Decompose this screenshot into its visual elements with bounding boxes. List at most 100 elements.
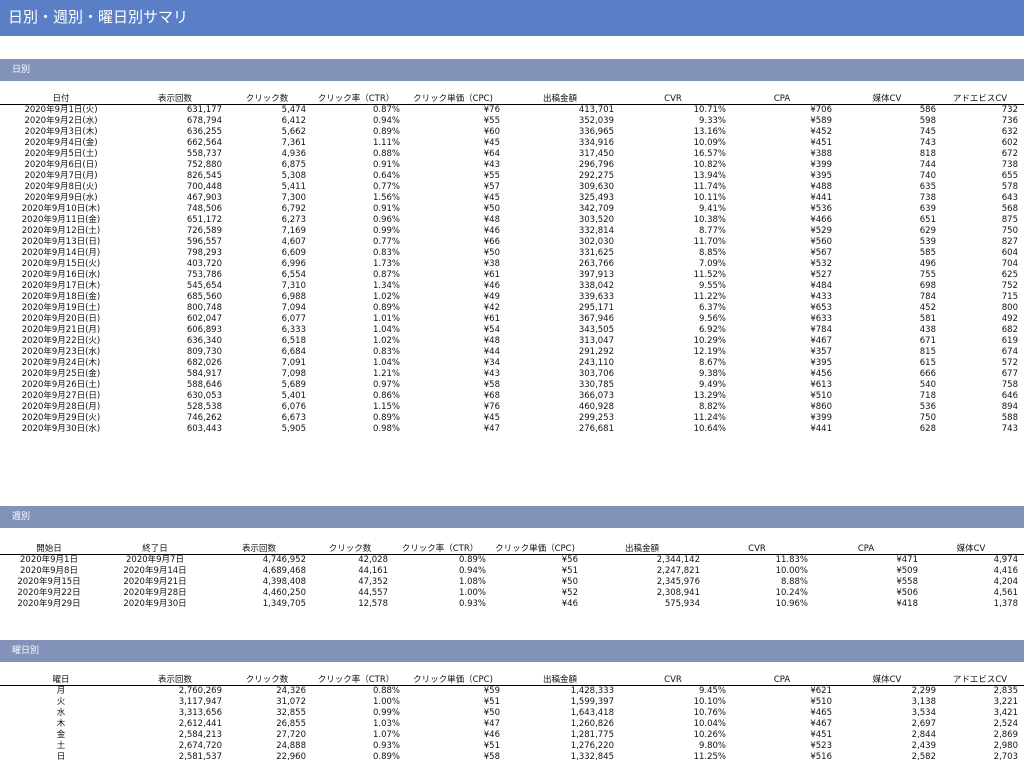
section-header-weekday: 曜日別 <box>0 640 1024 662</box>
table-cell: 585 <box>919 248 936 259</box>
table-cell: 9.45% <box>698 686 726 697</box>
table-cell: 7.09% <box>698 259 726 270</box>
table-cell: 2,612,441 <box>178 719 222 730</box>
daily-col-header: アドエビスCV <box>942 93 1024 105</box>
table-cell: 752,880 <box>186 160 222 171</box>
table-cell: 276,681 <box>578 424 614 435</box>
table-cell: ¥50 <box>561 577 578 588</box>
weekly-col-header: クリック数 <box>312 543 394 555</box>
table-cell: ¥57 <box>483 182 500 193</box>
table-cell: ¥467 <box>810 336 832 347</box>
table-cell: 2020年9月18日(金) <box>21 292 101 303</box>
table-cell: 1.56% <box>372 193 400 204</box>
table-cell: 24,888 <box>276 741 306 752</box>
table-cell: 584,917 <box>186 369 222 380</box>
table-row: 2020年9月30日(水) 603,443 5,905 0.98% ¥47 276,681… <box>0 424 1024 435</box>
table-cell: ¥61 <box>483 270 500 281</box>
table-cell: 332,814 <box>578 226 614 237</box>
table-cell: 800 <box>1001 303 1018 314</box>
table-cell: 2,524 <box>993 719 1018 730</box>
table-cell: 11.24% <box>693 413 726 424</box>
table-cell: 827 <box>1001 237 1018 248</box>
table-cell: 738 <box>1001 160 1018 171</box>
daily-col-header: 表示回数 <box>128 93 228 105</box>
table-cell: 6,076 <box>281 402 306 413</box>
table-cell: 2020年9月28日(月) <box>21 402 101 413</box>
table-cell: 352,039 <box>578 116 614 127</box>
table-cell: 1.15% <box>372 402 400 413</box>
table-cell: 1.03% <box>372 719 400 730</box>
table-cell: 2020年9月29日 <box>17 599 81 610</box>
table-cell: 1.00% <box>372 697 400 708</box>
table-cell: ¥465 <box>810 708 832 719</box>
table-cell: 743 <box>1001 424 1018 435</box>
daily-col-header: クリック数 <box>228 93 312 105</box>
weekly-col-header: 出稿金額 <box>584 543 706 555</box>
table-cell: 718 <box>919 391 936 402</box>
table-row: 2020年9月17日(木) 545,654 7,310 1.34% ¥46 338,042… <box>0 281 1024 292</box>
table-cell: ¥47 <box>483 424 500 435</box>
table-cell: ¥46 <box>483 281 500 292</box>
table-cell: 753,786 <box>186 270 222 281</box>
table-cell: 336,965 <box>578 127 614 138</box>
table-cell: ¥506 <box>896 588 918 599</box>
table-cell: 0.88% <box>372 149 400 160</box>
table-cell: 2020年9月14日 <box>123 566 187 577</box>
table-cell: 12,578 <box>358 599 388 610</box>
table-cell: 2,760,269 <box>178 686 222 697</box>
table-row: 日 2,581,537 22,960 0.89% ¥58 1,332,845 11.25% ¥… <box>0 752 1024 763</box>
table-cell: ¥54 <box>483 325 500 336</box>
table-cell: 6,554 <box>281 270 306 281</box>
table-cell: ¥50 <box>483 708 500 719</box>
table-row: 2020年9月27日(日) 630,053 5,401 0.86% ¥68 366,073… <box>0 391 1024 402</box>
table-cell: 1,643,418 <box>570 708 614 719</box>
daily-col-header: クリック率（CTR） <box>312 93 406 105</box>
table-cell: 671 <box>919 336 936 347</box>
table-cell: 575,934 <box>664 599 700 610</box>
table-cell: 0.98% <box>372 424 400 435</box>
table-cell: 0.89% <box>372 127 400 138</box>
table-cell: 672 <box>1001 149 1018 160</box>
table-cell: 2020年9月30日(水) <box>21 424 101 435</box>
table-cell: 704 <box>1001 259 1018 270</box>
table-cell: 10.00% <box>775 566 808 577</box>
section-title-daily: 日別 <box>12 65 31 75</box>
table-cell: 0.89% <box>372 413 400 424</box>
table-cell: 651,172 <box>186 215 222 226</box>
table-row: 2020年9月29日(火) 746,262 6,673 0.89% ¥45 299,253… <box>0 413 1024 424</box>
table-cell: 1,428,333 <box>570 686 614 697</box>
table-cell: 331,625 <box>578 248 614 259</box>
table-cell: 2020年9月11日(金) <box>21 215 101 226</box>
table-cell: 4,607 <box>281 237 306 248</box>
table-cell: 403,720 <box>186 259 222 270</box>
table-cell: 0.96% <box>372 215 400 226</box>
section-title-weekday: 曜日別 <box>12 646 40 656</box>
table-cell: 578 <box>1001 182 1018 193</box>
daily-col-header: 日付 <box>0 93 128 105</box>
table-row: 2020年9月14日(月) 798,293 6,609 0.83% ¥50 331,625… <box>0 248 1024 259</box>
table-cell: 31,072 <box>276 697 306 708</box>
table-cell: ¥45 <box>483 138 500 149</box>
table-cell: ¥48 <box>483 215 500 226</box>
table-cell: 10.24% <box>775 588 808 599</box>
table-row: 2020年9月1日(火) 631,177 5,474 0.87% ¥76 413,701 1… <box>0 105 1024 117</box>
table-cell: 6.37% <box>698 303 726 314</box>
table-row: 2020年9月7日(月) 826,545 5,308 0.64% ¥55 292,275 1… <box>0 171 1024 182</box>
table-cell: 655 <box>1001 171 1018 182</box>
table-cell: 5,662 <box>281 127 306 138</box>
table-cell: 818 <box>919 149 936 160</box>
section-title-weekly: 週別 <box>12 512 31 522</box>
table-cell: 2020年9月7日 <box>126 555 184 566</box>
table-cell: 2,835 <box>993 686 1018 697</box>
table-cell: 243,110 <box>578 358 614 369</box>
table-cell: 火 <box>56 697 66 708</box>
table-cell: 4,398,408 <box>262 577 306 588</box>
table-cell: 800,748 <box>186 303 222 314</box>
table-cell: ¥523 <box>810 741 832 752</box>
table-cell: 798,293 <box>186 248 222 259</box>
table-cell: 2020年9月17日(木) <box>21 281 101 292</box>
table-cell: ¥456 <box>810 369 832 380</box>
table-cell: 700,448 <box>186 182 222 193</box>
table-cell: 11.52% <box>693 270 726 281</box>
table-cell: ¥471 <box>896 555 918 566</box>
